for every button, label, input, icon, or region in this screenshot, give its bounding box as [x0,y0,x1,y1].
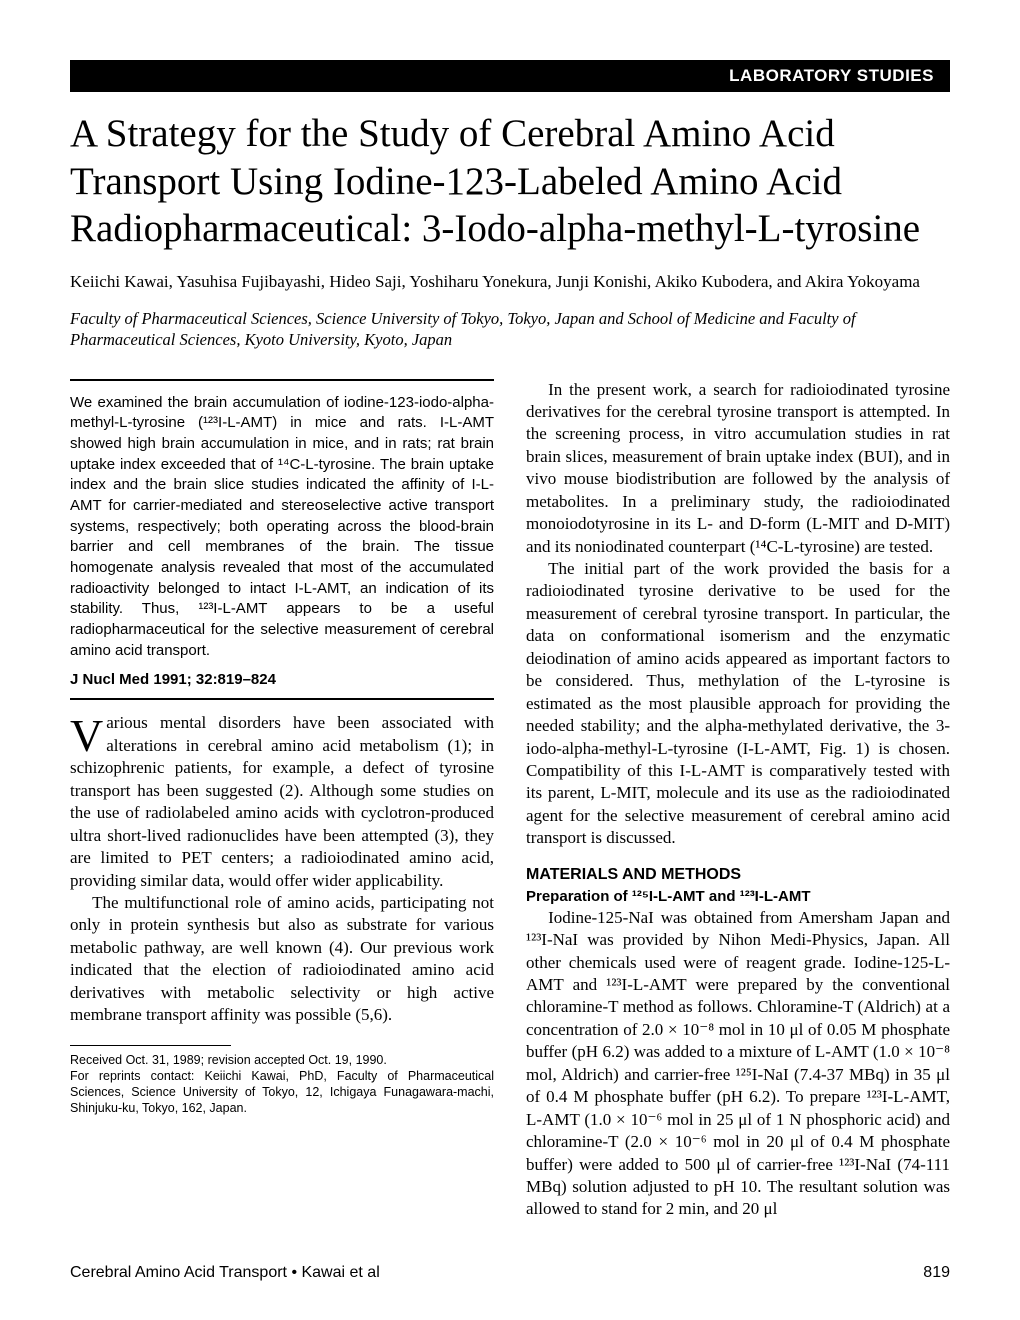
footnote-reprints: For reprints contact: Keiichi Kawai, PhD… [70,1068,494,1117]
materials-methods-heading: MATERIALS AND METHODS [526,866,950,884]
footnote: Received Oct. 31, 1989; revision accepte… [70,1052,494,1117]
affiliation: Faculty of Pharmaceutical Sciences, Scie… [70,308,950,351]
header-bar: LABORATORY STUDIES [70,60,950,92]
journal-citation: J Nucl Med 1991; 32:819–824 [70,671,494,688]
intro-text: V arious mental disorders have been asso… [70,712,494,1026]
methods-p1: Iodine-125-NaI was obtained from Amersha… [526,907,950,1221]
page-number: 819 [923,1264,950,1282]
right-column: In the present work, a search for radioi… [526,379,950,1221]
article-title: A Strategy for the Study of Cerebral Ami… [70,110,950,253]
intro-p2: The multifunctional role of amino acids,… [70,892,494,1027]
left-column: We examined the brain accumulation of io… [70,379,494,1221]
abstract-text: We examined the brain accumulation of io… [70,393,494,662]
preparation-subheading: Preparation of ¹²⁵I-L-AMT and ¹²³I-L-AMT [526,888,950,905]
abstract-top-rule [70,379,494,381]
right-p2: The initial part of the work provided th… [526,558,950,850]
methods-body: Iodine-125-NaI was obtained from Amersha… [526,907,950,1221]
running-footer-left: Cerebral Amino Acid Transport • Kawai et… [70,1264,380,1282]
page-footer: Cerebral Amino Acid Transport • Kawai et… [70,1264,950,1282]
page: LABORATORY STUDIES A Strategy for the St… [0,0,1020,1320]
right-p1: In the present work, a search for radioi… [526,379,950,559]
footnote-received: Received Oct. 31, 1989; revision accepte… [70,1052,494,1068]
right-body: In the present work, a search for radioi… [526,379,950,850]
authors: Keiichi Kawai, Yasuhisa Fujibayashi, Hid… [70,271,950,294]
abstract-bottom-rule [70,698,494,700]
intro-p1: arious mental disorders have been associ… [70,713,494,889]
dropcap: V [70,712,106,755]
two-column-body: We examined the brain accumulation of io… [70,379,950,1221]
footnote-rule [70,1045,231,1046]
header-label: LABORATORY STUDIES [729,66,934,86]
